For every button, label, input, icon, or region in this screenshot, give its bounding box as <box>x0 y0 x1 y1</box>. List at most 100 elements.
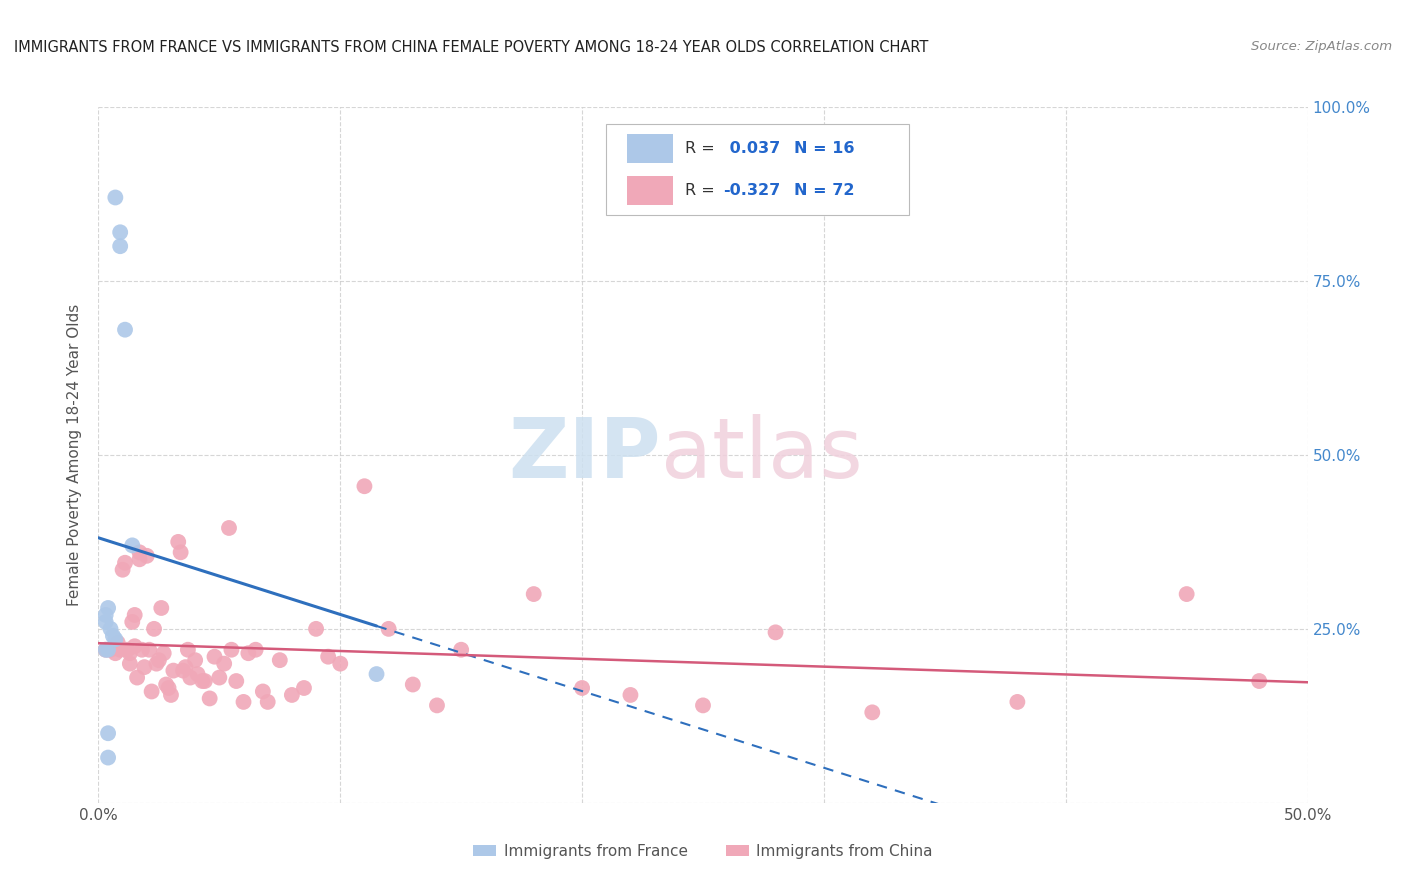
Point <box>101 629 124 643</box>
Point <box>204 649 226 664</box>
Point <box>148 653 170 667</box>
Y-axis label: Female Poverty Among 18-24 Year Olds: Female Poverty Among 18-24 Year Olds <box>67 304 83 606</box>
Text: IMMIGRANTS FROM FRANCE VS IMMIGRANTS FROM CHINA FEMALE POVERTY AMONG 18-24 YEAR : IMMIGRANTS FROM FRANCE VS IMMIGRANTS FRO… <box>14 40 928 55</box>
Point <box>377 622 399 636</box>
Point <box>143 622 166 636</box>
Point <box>121 538 143 552</box>
Point <box>128 545 150 559</box>
Point <box>94 615 117 629</box>
Point <box>329 657 352 671</box>
Point <box>252 684 274 698</box>
Point <box>450 642 472 657</box>
Point <box>179 671 201 685</box>
Point <box>131 642 153 657</box>
Point <box>221 642 243 657</box>
Point <box>169 545 191 559</box>
Point <box>269 653 291 667</box>
Point <box>245 642 267 657</box>
Point <box>238 646 260 660</box>
Point <box>281 688 304 702</box>
Point <box>208 671 231 685</box>
Point <box>172 664 194 678</box>
Point <box>114 556 136 570</box>
Point <box>107 636 129 650</box>
Legend: Immigrants from France, Immigrants from China: Immigrants from France, Immigrants from … <box>467 838 939 864</box>
Point <box>523 587 546 601</box>
Point <box>194 674 217 689</box>
Point <box>135 549 157 563</box>
Point <box>177 642 200 657</box>
Point <box>124 607 146 622</box>
FancyBboxPatch shape <box>627 176 672 205</box>
Point <box>117 642 139 657</box>
Point <box>145 657 167 671</box>
Point <box>152 646 174 660</box>
Text: N = 16: N = 16 <box>793 141 855 156</box>
Point <box>150 601 173 615</box>
Point <box>104 646 127 660</box>
Point <box>97 601 120 615</box>
Point <box>305 622 328 636</box>
Point <box>256 695 278 709</box>
Point <box>108 642 131 657</box>
Point <box>94 607 117 622</box>
Text: atlas: atlas <box>661 415 862 495</box>
Point <box>1249 674 1271 689</box>
Point <box>1175 587 1198 601</box>
Point <box>118 657 141 671</box>
Point <box>174 660 197 674</box>
Point <box>111 563 134 577</box>
Point <box>118 646 141 660</box>
Text: 0.037: 0.037 <box>724 141 780 156</box>
Point <box>100 622 122 636</box>
Point <box>94 642 117 657</box>
Point <box>121 615 143 629</box>
Point <box>692 698 714 713</box>
Point <box>187 667 209 681</box>
Point <box>167 534 190 549</box>
Point <box>97 750 120 764</box>
Point <box>292 681 315 695</box>
Text: R =: R = <box>685 183 720 198</box>
Point <box>191 674 214 689</box>
Point <box>218 521 240 535</box>
Point <box>138 642 160 657</box>
Point <box>402 677 425 691</box>
Point <box>225 674 247 689</box>
Point <box>104 190 127 204</box>
Point <box>155 677 177 691</box>
Point <box>124 639 146 653</box>
Point <box>108 225 131 239</box>
Point <box>162 664 184 678</box>
Point <box>353 479 375 493</box>
Point <box>426 698 449 713</box>
Point <box>114 323 136 337</box>
Point <box>128 552 150 566</box>
Point <box>571 681 593 695</box>
Point <box>94 642 117 657</box>
FancyBboxPatch shape <box>627 134 672 163</box>
Point <box>157 681 180 695</box>
Text: R =: R = <box>685 141 720 156</box>
Text: Source: ZipAtlas.com: Source: ZipAtlas.com <box>1251 40 1392 54</box>
Point <box>1007 695 1029 709</box>
FancyBboxPatch shape <box>606 124 908 215</box>
Point <box>100 642 122 657</box>
Point <box>316 649 339 664</box>
Point <box>141 684 163 698</box>
Point <box>97 726 120 740</box>
Point <box>212 657 235 671</box>
Point <box>860 706 883 720</box>
Text: N = 72: N = 72 <box>793 183 855 198</box>
Point <box>127 671 149 685</box>
Point <box>619 688 641 702</box>
Text: -0.327: -0.327 <box>724 183 780 198</box>
Point <box>765 625 787 640</box>
Point <box>198 691 221 706</box>
Point <box>184 653 207 667</box>
Point <box>232 695 254 709</box>
Point <box>134 660 156 674</box>
Point <box>366 667 388 681</box>
Point <box>104 632 127 647</box>
Point <box>160 688 183 702</box>
